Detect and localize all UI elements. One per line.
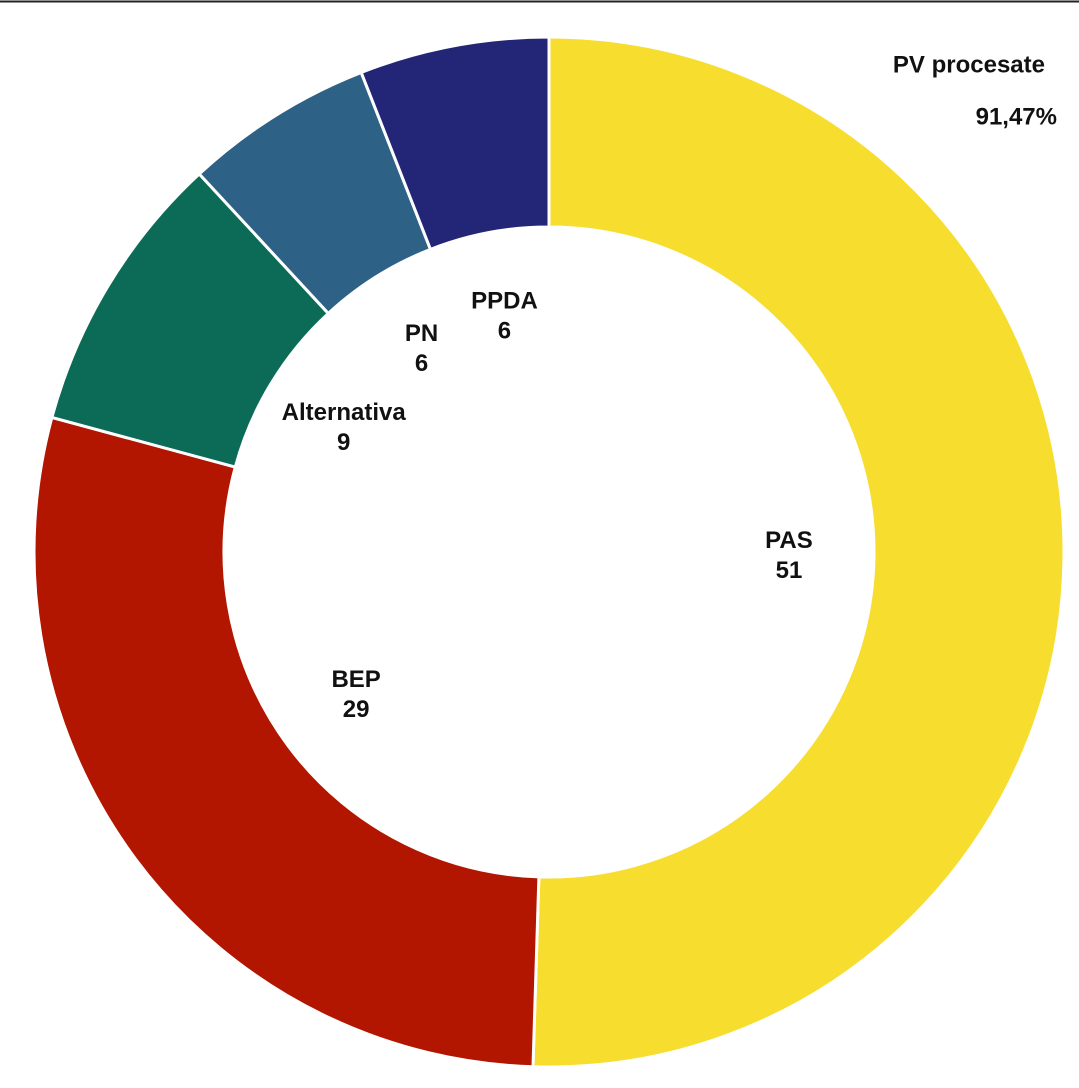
donut-segment: [32, 415, 541, 1069]
annotation: 91,47%: [976, 103, 1057, 130]
segment-label: BEP: [331, 666, 380, 693]
value-label: 6: [498, 318, 511, 345]
segment-label: PPDA: [471, 288, 538, 315]
segment-label: Alternativa: [282, 399, 407, 426]
segment-label: PAS: [765, 527, 813, 554]
value-label: 6: [415, 350, 428, 377]
value-label: 9: [337, 429, 350, 456]
annotation: PV procesate: [893, 51, 1045, 78]
value-label: 51: [776, 557, 803, 584]
donut-segment: [531, 35, 1066, 1069]
segment-label: PN: [405, 320, 438, 347]
donut-segment: [359, 35, 551, 252]
value-label: 29: [343, 696, 370, 723]
